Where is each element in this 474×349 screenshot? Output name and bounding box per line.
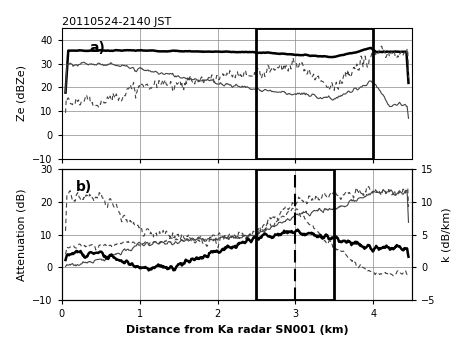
Text: 20110524-2140 JST: 20110524-2140 JST (62, 17, 171, 27)
Y-axis label: Attenuation (dB): Attenuation (dB) (17, 188, 27, 281)
Y-axis label: Ze (dBZe): Ze (dBZe) (17, 65, 27, 121)
Text: a): a) (90, 41, 106, 55)
X-axis label: Distance from Ka radar SN001 (km): Distance from Ka radar SN001 (km) (126, 325, 348, 335)
Y-axis label: k (dB/km): k (dB/km) (441, 207, 451, 262)
Bar (256, 169, 335, 300)
Bar (256, 28, 374, 159)
Text: b): b) (76, 180, 92, 194)
